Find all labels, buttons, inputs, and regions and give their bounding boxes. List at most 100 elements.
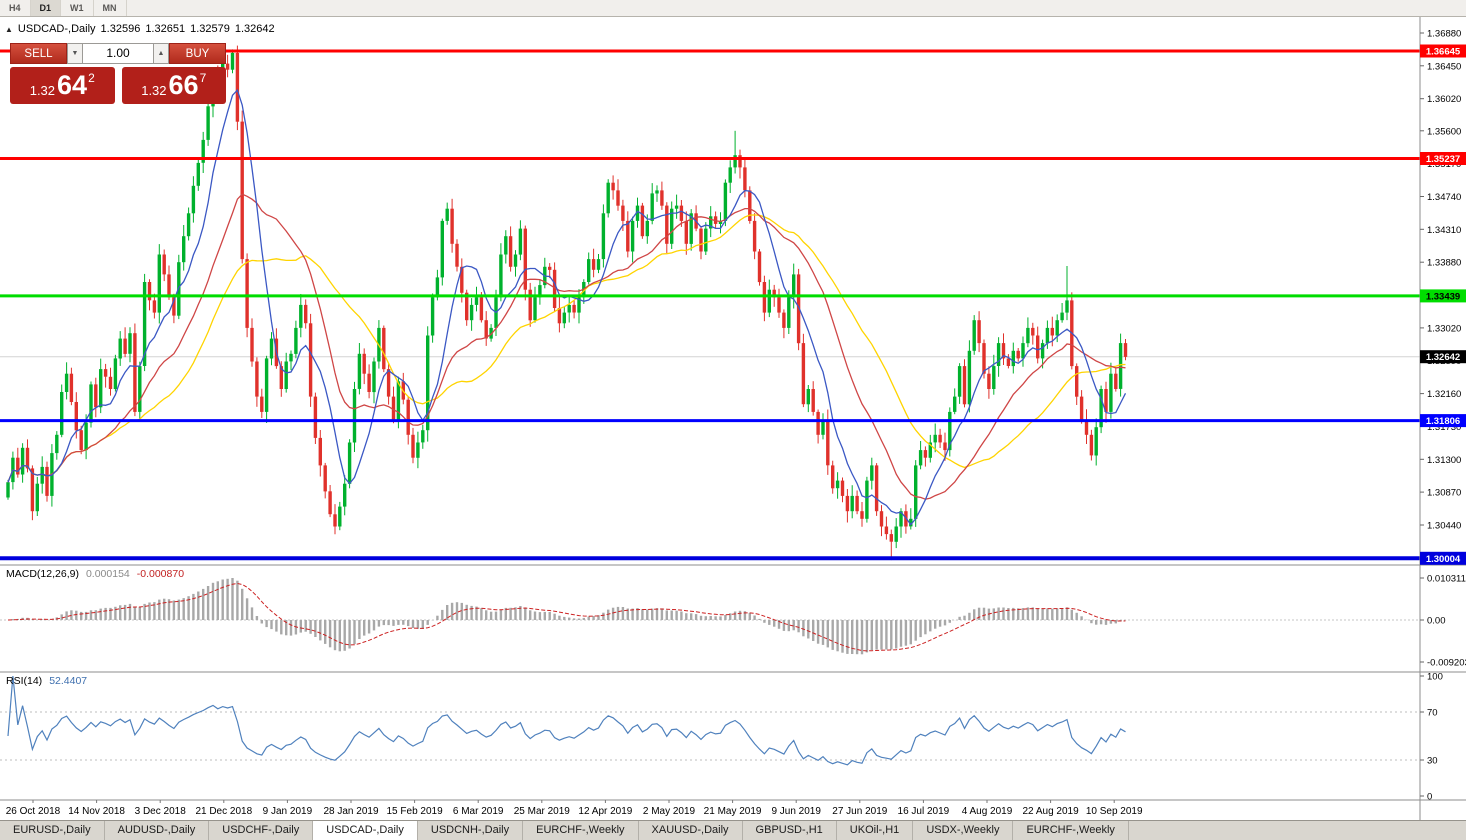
candle-body <box>411 434 415 458</box>
rsi-tick-label: 0 <box>1427 792 1432 803</box>
candle-body <box>835 480 840 489</box>
candle-body <box>713 216 718 224</box>
candle-body <box>1026 327 1030 344</box>
current-price-tag <box>1420 350 1466 364</box>
buy-price-button[interactable]: 1.32 66 7 <box>121 67 226 104</box>
candle-body <box>601 213 606 260</box>
candle-body <box>874 465 879 512</box>
price-tick-label: 1.34740 <box>1427 192 1461 203</box>
candle-body <box>865 480 869 519</box>
ohlc-close: 1.32642 <box>234 23 275 35</box>
collapse-triangle-icon[interactable]: ▲ <box>5 24 13 34</box>
candle-body <box>1011 350 1015 367</box>
macd-main-value: 0.000154 <box>85 568 130 580</box>
candle-body <box>1045 327 1050 344</box>
candle-body <box>816 411 820 435</box>
candle-body <box>1055 320 1059 336</box>
buy-button[interactable]: BUY <box>169 43 226 64</box>
candle-body <box>64 373 69 392</box>
candle-body <box>752 220 757 252</box>
tab-audusd-daily[interactable]: AUDUSD-,Daily <box>105 821 210 840</box>
volume-input[interactable]: 1.00 <box>83 43 153 64</box>
macd-signal-line <box>7 582 1126 652</box>
tab-ukoil-h1[interactable]: UKOil-,H1 <box>837 821 914 840</box>
level-price-tag <box>1420 551 1466 565</box>
candle-body <box>240 121 244 260</box>
candle-body <box>1089 434 1094 456</box>
candle-body <box>972 320 976 351</box>
candle-body <box>513 254 518 267</box>
date-label: 12 Apr 2019 <box>578 806 632 817</box>
tab-xauusd-daily[interactable]: XAUUSD-,Daily <box>639 821 743 840</box>
candle-body <box>372 361 376 393</box>
candle-body <box>318 437 322 466</box>
candle-body <box>382 327 386 370</box>
tab-usdcnh-daily[interactable]: USDCNH-,Daily <box>418 821 524 840</box>
candle-body <box>1016 350 1020 359</box>
candle-body <box>69 373 74 402</box>
rsi-tick-label: 30 <box>1427 756 1438 767</box>
tab-usdx-weekly[interactable]: USDX-,Weekly <box>913 821 1014 840</box>
candle-body <box>845 495 850 512</box>
tab-gbpusd-h1[interactable]: GBPUSD-,H1 <box>743 821 837 840</box>
candle-body <box>1036 335 1040 359</box>
candle-body <box>704 228 708 252</box>
tab-usdchf-daily[interactable]: USDCHF-,Daily <box>209 821 314 840</box>
price-tick-label: 1.36020 <box>1427 94 1461 105</box>
candle-body <box>313 396 318 438</box>
candle-body <box>533 297 537 321</box>
timeframe-toolbar: H4 D1 W1 MN <box>0 0 1466 17</box>
candle-body <box>35 483 39 512</box>
candle-body <box>123 338 127 354</box>
candle-body <box>460 266 464 293</box>
date-label: 21 May 2019 <box>704 806 762 817</box>
caret-down-icon: ▼ <box>71 50 79 57</box>
candle-body <box>616 190 620 206</box>
candle-body <box>1060 312 1064 321</box>
timeframe-button-d1[interactable]: D1 <box>30 0 62 16</box>
candle-body <box>264 358 269 412</box>
sell-price-button[interactable]: 1.32 64 2 <box>10 67 115 104</box>
timeframe-button-mn[interactable]: MN <box>94 0 127 16</box>
chart-background <box>0 17 1466 820</box>
date-label: 16 Jul 2019 <box>898 806 950 817</box>
macd-name: MACD(12,26,9) <box>6 568 79 580</box>
candle-body <box>196 162 200 186</box>
volume-increase-button[interactable]: ▲ <box>153 43 169 64</box>
candle-body <box>850 495 854 512</box>
candle-body <box>1001 343 1006 359</box>
candle-body <box>225 63 230 70</box>
candle-body <box>831 465 835 489</box>
candle-body <box>45 466 49 496</box>
tab-eurchf-weekly[interactable]: EURCHF-,Weekly <box>1013 821 1129 840</box>
date-label: 14 Nov 2018 <box>68 806 125 817</box>
candle-body <box>606 182 610 214</box>
chart-symbol-label: USDCAD-,Daily <box>17 23 96 35</box>
candle-body <box>133 333 137 412</box>
timeframe-button-w1[interactable]: W1 <box>61 0 94 16</box>
candle-body <box>748 190 752 221</box>
candle-body <box>792 274 796 298</box>
candle-body <box>235 52 240 122</box>
rsi-name: RSI(14) <box>6 675 43 687</box>
candle-body <box>982 343 986 374</box>
timeframe-button-h4[interactable]: H4 <box>0 0 31 16</box>
candle-body <box>474 297 479 305</box>
date-label: 21 Dec 2018 <box>195 806 252 817</box>
candle-body <box>294 327 298 354</box>
candle-body <box>299 304 303 328</box>
sell-button[interactable]: SELL <box>10 43 67 64</box>
candle-body <box>504 236 508 255</box>
tab-eurusd-daily[interactable]: EURUSD-,Daily <box>0 821 105 840</box>
symbol-tab-bar: EURUSD-,Daily AUDUSD-,Daily USDCHF-,Daily U… <box>0 820 1466 840</box>
rsi-value: 52.4407 <box>49 675 88 687</box>
candle-body <box>426 335 430 431</box>
tab-usdcad-daily[interactable]: USDCAD-,Daily <box>313 821 418 840</box>
tab-eurchf-weekly[interactable]: EURCHF-,Weekly <box>523 821 639 840</box>
candle-body <box>621 205 625 221</box>
candle-body <box>142 282 147 366</box>
candle-body <box>777 297 781 313</box>
volume-decrease-button[interactable]: ▼ <box>67 43 83 64</box>
